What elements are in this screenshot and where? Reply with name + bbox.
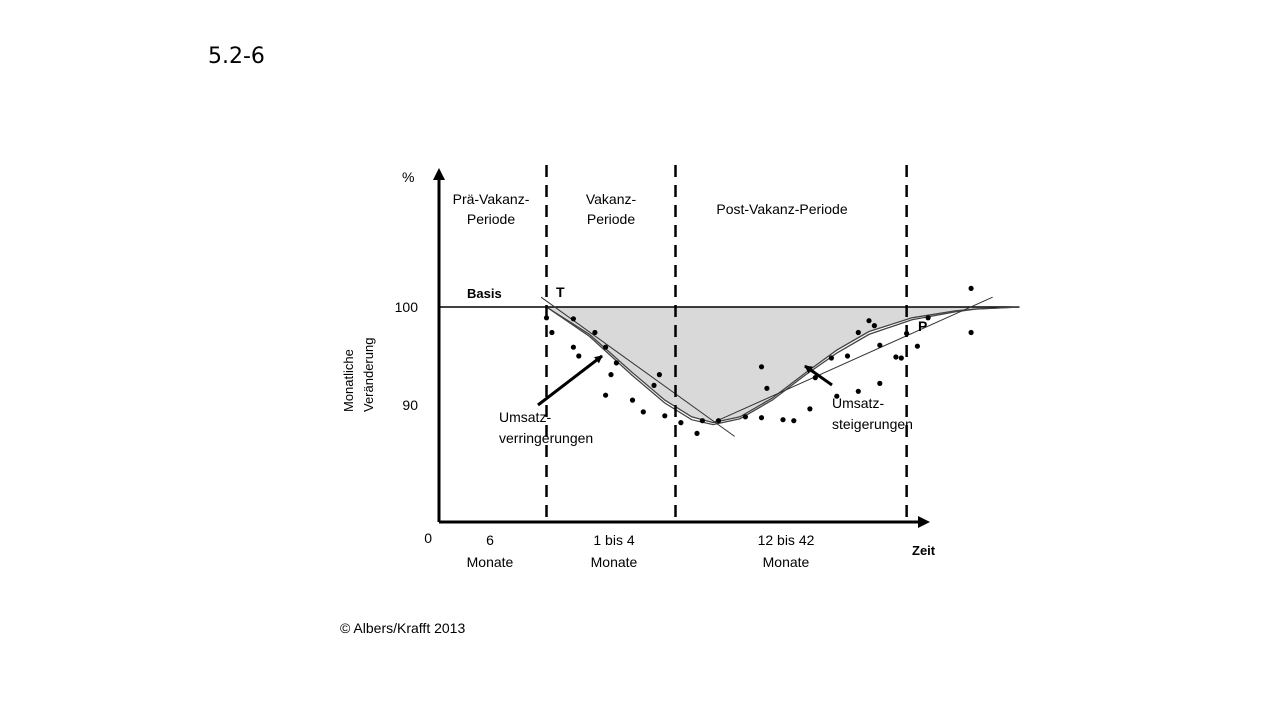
- scatter-point: [764, 385, 770, 391]
- scatter-point: [780, 417, 786, 423]
- scatter-point: [613, 360, 620, 366]
- slide-number: 5.2-6: [208, 44, 265, 69]
- scatter-point: [791, 418, 797, 424]
- scatter-point: [576, 353, 582, 359]
- period-duration-line: Monate: [763, 554, 810, 570]
- trend-line-2: [712, 296, 993, 424]
- point-label-p: P: [918, 318, 927, 334]
- period-heading-3: Post-Vakanz-Periode: [716, 201, 847, 217]
- scatter-point: [968, 329, 974, 336]
- scatter-point: [877, 342, 883, 348]
- period-duration-2: 1 bis 4 Monate: [591, 532, 638, 570]
- scatter-point: [893, 354, 899, 360]
- y-axis-label: Monatliche Veränderung: [341, 338, 376, 412]
- scatter-point: [603, 344, 609, 350]
- baseline-label: Basis: [467, 286, 502, 301]
- period-heading-line: Prä-Vakanz-: [453, 191, 530, 207]
- scatter-point: [543, 315, 550, 321]
- x-axis-arrowhead: [918, 516, 930, 528]
- scatter-point: [608, 372, 614, 378]
- scatter-point: [694, 430, 700, 436]
- arrow-umsatz-steigerungen: [804, 364, 833, 387]
- period-duration-line: Monate: [467, 554, 514, 570]
- fitted-curve-2: [546, 306, 1020, 426]
- period-heading-2: Vakanz- Periode: [586, 191, 637, 227]
- scatter-point: [877, 380, 883, 386]
- scatter-point: [855, 329, 861, 336]
- scatter-point: [662, 413, 668, 419]
- period-duration-line: 1 bis 4: [593, 532, 634, 548]
- scatter-point: [812, 375, 818, 381]
- origin-label: 0: [424, 530, 432, 546]
- scatter-point: [570, 316, 577, 322]
- annotation-line: Umsatz-: [499, 409, 551, 425]
- scatter-point: [834, 393, 840, 399]
- scatter-point: [570, 344, 577, 350]
- scatter-point: [592, 329, 598, 336]
- scatter-point: [904, 330, 910, 337]
- arrow-umsatz-verringerungen: [537, 354, 603, 407]
- scatter-point: [549, 329, 555, 336]
- point-label-t: T: [556, 284, 565, 300]
- scatter-point: [603, 392, 609, 398]
- period-duration-line: 12 bis 42: [758, 532, 815, 548]
- scatter-point: [855, 388, 861, 394]
- scatter-point: [844, 353, 851, 359]
- scatter-point: [678, 420, 684, 426]
- period-heading-line: Post-Vakanz-Periode: [716, 201, 847, 217]
- period-duration-3: 12 bis 42 Monate: [758, 532, 815, 570]
- period-heading-line: Periode: [467, 211, 515, 227]
- period-duration-1: 6 Monate: [467, 532, 514, 570]
- period-heading-line: Periode: [587, 211, 635, 227]
- scatter-point: [742, 414, 749, 420]
- scatter-point: [715, 418, 722, 424]
- x-axis-label: Zeit: [912, 543, 936, 558]
- y-axis-label-line: Monatliche: [341, 349, 356, 412]
- scatter-point: [758, 364, 765, 370]
- scatter-point: [699, 418, 706, 424]
- scatter-point: [925, 315, 931, 321]
- annotation-line: verringerungen: [499, 430, 593, 446]
- scatter-point: [629, 397, 636, 403]
- period-duration-line: 6: [486, 532, 494, 548]
- period-heading-1: Prä-Vakanz- Periode: [453, 191, 530, 227]
- scatter-point: [656, 372, 663, 378]
- annotation-2: Umsatz-steigerungen: [832, 395, 913, 432]
- period-duration-line: Monate: [591, 554, 638, 570]
- scatter-point: [866, 318, 872, 324]
- scatter-point: [898, 355, 904, 361]
- y-tick-label: 100: [395, 299, 419, 315]
- y-axis-arrowhead: [433, 168, 445, 180]
- y-tick-label: 90: [402, 397, 418, 413]
- scatter-point: [651, 382, 657, 388]
- scatter-point: [758, 415, 765, 421]
- y-unit-label: %: [402, 169, 414, 185]
- annotation-1: Umsatz-verringerungen: [499, 409, 593, 446]
- shaded-gap-area: [546, 307, 1020, 423]
- scatter-point: [968, 285, 974, 291]
- copyright-notice: © Albers/Krafft 2013: [340, 620, 466, 636]
- annotation-line: Umsatz-: [832, 395, 884, 411]
- scatter-point: [828, 355, 835, 361]
- annotation-line: steigerungen: [832, 416, 913, 432]
- y-axis-label-line: Veränderung: [361, 338, 376, 412]
- scatter-point: [807, 406, 813, 412]
- scatter-point: [914, 343, 921, 349]
- scatter-point: [871, 323, 878, 329]
- period-heading-line: Vakanz-: [586, 191, 637, 207]
- fitted-curve-1: [546, 306, 1020, 424]
- scatter-point: [640, 409, 646, 415]
